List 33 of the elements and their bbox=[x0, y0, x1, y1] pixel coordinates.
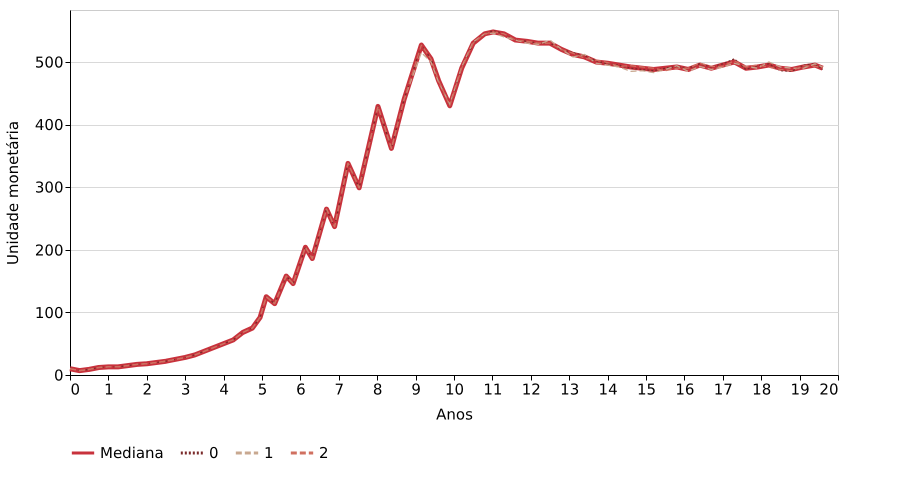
x-tick-label: 14 bbox=[598, 380, 618, 398]
x-tick-label: 0 bbox=[70, 380, 80, 398]
x-tick-label: 4 bbox=[219, 380, 229, 398]
x-tick-label: 11 bbox=[483, 380, 502, 398]
x-tick-label: 9 bbox=[411, 380, 421, 398]
y-tick-label: 300 bbox=[34, 178, 64, 197]
y-tick-label: 200 bbox=[34, 241, 64, 260]
x-tick-label: 2 bbox=[142, 380, 152, 398]
y-axis-title: Unidade monetária bbox=[4, 120, 22, 266]
legend-label: 2 bbox=[319, 444, 329, 462]
x-tick-label: 15 bbox=[636, 380, 656, 398]
x-tick-label: 5 bbox=[258, 380, 268, 398]
x-tick-label: 3 bbox=[180, 380, 190, 398]
x-tick-label: 10 bbox=[444, 380, 464, 398]
x-tick-label: 6 bbox=[296, 380, 306, 398]
x-axis-title: Anos bbox=[436, 406, 474, 424]
x-tick-label: 12 bbox=[522, 380, 541, 398]
x-tick-label: 19 bbox=[790, 380, 810, 398]
x-tick-label: 16 bbox=[675, 380, 694, 398]
x-tick-label: 1 bbox=[104, 380, 114, 398]
y-tick-label: 0 bbox=[54, 366, 64, 384]
x-tick-label: 13 bbox=[560, 380, 580, 398]
legend-label: 1 bbox=[264, 444, 274, 462]
y-tick-label: 100 bbox=[34, 304, 64, 322]
x-tick-label: 17 bbox=[714, 380, 733, 398]
x-tick-label: 18 bbox=[752, 380, 772, 398]
x-tick-label: 8 bbox=[372, 380, 382, 398]
legend-label: Mediana bbox=[100, 444, 164, 462]
y-tick-label: 400 bbox=[34, 116, 64, 134]
y-tick-label: 500 bbox=[34, 53, 64, 72]
x-tick-label: 20 bbox=[819, 380, 838, 398]
x-tick-label: 7 bbox=[334, 380, 344, 398]
legend-label: 0 bbox=[209, 444, 219, 462]
